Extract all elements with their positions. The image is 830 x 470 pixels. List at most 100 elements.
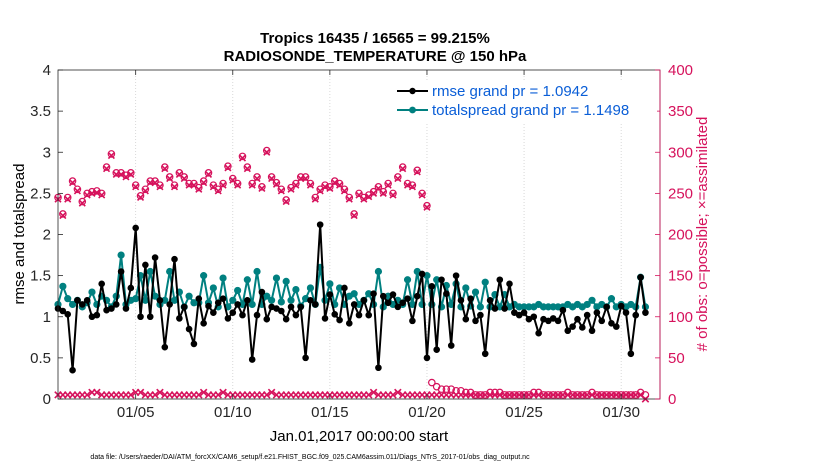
rmse-point [389, 291, 397, 298]
obs-possible-point [243, 163, 252, 171]
obs-assimilated-upper-point [336, 181, 344, 189]
y-tick-label-right: 350 [668, 103, 693, 120]
obs-assimilated-upper-point [321, 183, 329, 191]
obs-possible-point [59, 210, 67, 218]
obs-assimilated-upper-point [345, 195, 353, 203]
rmse-point [244, 296, 251, 304]
obs-possible-point [505, 391, 514, 399]
rmse-point [239, 311, 246, 319]
rmse-point [501, 305, 508, 312]
rmse-point [195, 295, 203, 302]
rmse-point [307, 296, 314, 304]
x-axis-label: Jan.01,2017 00:00:00 start [270, 428, 449, 445]
chart-title-line2: RADIOSONDE_TEMPERATURE @ 150 hPa [224, 48, 527, 65]
obs-possible-point [282, 196, 290, 204]
rmse-point [214, 299, 222, 307]
rmse-point [593, 309, 601, 316]
rmse-point [83, 296, 91, 304]
obs-possible-point [549, 391, 557, 399]
rmse-point [151, 254, 159, 261]
rmse-point [564, 327, 572, 335]
totalspread-point [268, 296, 276, 304]
rmse-point [486, 296, 494, 304]
totalspread-point [68, 300, 77, 309]
obs-possible-point [394, 173, 402, 181]
totalspread-point [471, 288, 480, 296]
rmse-point [331, 310, 339, 318]
rmse-point [627, 350, 635, 358]
rmse-point [248, 356, 256, 363]
totalspread-point [583, 300, 591, 309]
obs-assimilated-point [136, 388, 145, 397]
obs-possible-point [345, 193, 354, 202]
x-tick-label: 01/25 [505, 404, 543, 421]
totalspread-point [88, 288, 96, 296]
rmse-point [93, 311, 101, 319]
obs-assimilated-upper-point [331, 179, 339, 187]
rmse-point [559, 306, 567, 314]
y-tick-label-right: 400 [668, 62, 693, 79]
rmse-point [224, 315, 232, 322]
obs-possible-point [413, 166, 422, 175]
y-tick-label-left: 0.5 [30, 350, 51, 367]
rmse-point [176, 315, 183, 322]
rmse-point [302, 354, 309, 362]
rmse-point [122, 305, 130, 312]
rmse-point [413, 292, 421, 300]
totalspread-point [209, 284, 217, 292]
obs-possible-point [175, 169, 184, 177]
rmse-point [117, 268, 125, 275]
obs-assimilated-point [195, 391, 203, 399]
obs-possible-point [379, 187, 388, 196]
obs-possible-point [442, 385, 451, 393]
obs-assimilated-upper-point [136, 193, 145, 202]
rmse-point [69, 366, 76, 374]
rmse-point [156, 296, 164, 304]
rmse-point [171, 255, 178, 263]
rmse-point [477, 311, 484, 319]
obs-assimilated-upper-point [277, 187, 285, 195]
y-tick-label-right: 50 [668, 350, 685, 367]
obs-assimilated-upper-point [384, 181, 392, 189]
rmse-point [112, 301, 120, 308]
rmse-point [166, 301, 173, 308]
rmse-point [418, 270, 426, 278]
obs-possible-point [262, 146, 271, 155]
obs-possible-point [355, 189, 363, 198]
obs-possible-point [141, 185, 150, 194]
obs-possible-point [204, 169, 213, 177]
obs-possible-point [350, 210, 358, 218]
obs-possible-point [471, 391, 480, 399]
totalspread-point [59, 282, 67, 290]
obs-assimilated-upper-point [132, 183, 140, 191]
totalspread-point [248, 300, 256, 309]
y-tick-label-right: 0 [668, 391, 676, 408]
obs-possible-point [161, 163, 169, 171]
obs-assimilated-upper-point [263, 148, 271, 156]
y-tick-label-left: 2.5 [30, 185, 51, 202]
obs-assimilated-upper-point [166, 175, 174, 183]
rmse-point [452, 272, 460, 279]
obs-possible-point [83, 189, 91, 198]
rmse-point [180, 303, 188, 311]
rmse-point [588, 327, 596, 335]
obs-possible-point [68, 177, 77, 185]
obs-assimilated-upper-point [418, 191, 426, 199]
obs-possible-point [374, 182, 383, 191]
rmse-point [554, 317, 562, 325]
rmse-point [433, 346, 440, 353]
obs-assimilated-upper-point [107, 151, 115, 160]
obs-assimilated-upper-point [234, 181, 242, 189]
x-tick-label: 01/20 [408, 404, 446, 421]
rmse-point [598, 317, 606, 325]
rmse-point [312, 301, 319, 308]
totalspread-point [350, 290, 358, 298]
rmse-point [520, 309, 528, 316]
obs-assimilated-upper-point [83, 191, 91, 199]
obs-possible-point [311, 193, 320, 202]
obs-possible-point [238, 152, 247, 161]
rmse-point [447, 342, 455, 349]
totalspread-point [234, 286, 242, 295]
rmse-point [438, 276, 445, 284]
obs-possible-point [476, 391, 485, 399]
